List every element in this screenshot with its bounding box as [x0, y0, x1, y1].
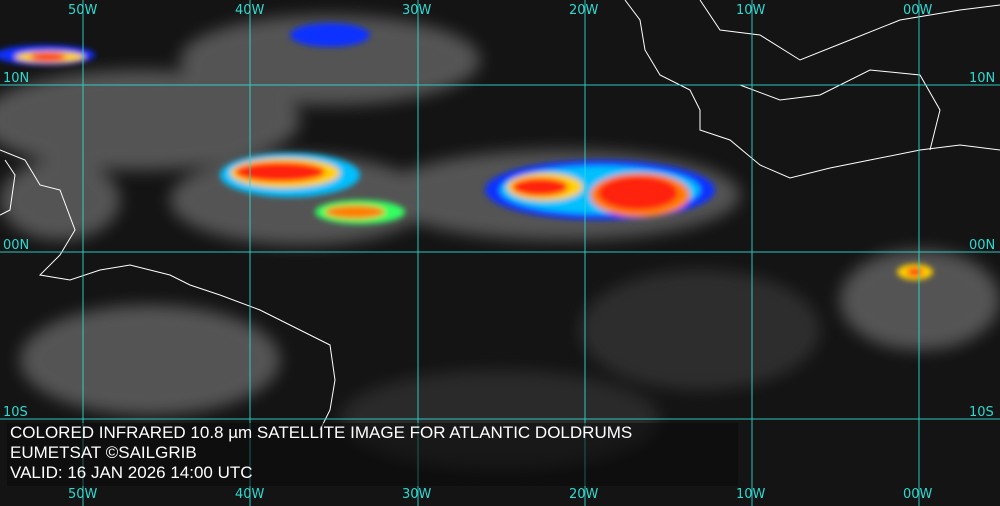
lon-label-bottom: 00W: [903, 487, 933, 502]
lon-label-top: 00W: [903, 3, 933, 18]
lon-label-top: 20W: [569, 3, 599, 18]
convective-cells: [0, 23, 933, 280]
lon-label-top: 10W: [736, 3, 766, 18]
caption-valid-time: VALID: 16 JAN 2026 14:00 UTC: [10, 463, 253, 482]
coastlines: [0, 0, 1000, 431]
lon-label-bottom: 10W: [736, 487, 766, 502]
lat-label-left: 10N: [3, 71, 30, 86]
lon-label-top: 30W: [402, 3, 432, 18]
lon-label-top: 50W: [68, 3, 98, 18]
lat-label-left: 10S: [3, 405, 28, 420]
caption-credit: EUMETSAT ©SAILGRIB: [10, 443, 197, 462]
lon-label-bottom: 50W: [68, 487, 98, 502]
image-caption: COLORED INFRARED 10.8 µm SATELLITE IMAGE…: [7, 423, 738, 486]
lon-label-top: 40W: [235, 3, 265, 18]
lat-label-left: 00N: [3, 238, 30, 253]
caption-title: COLORED INFRARED 10.8 µm SATELLITE IMAGE…: [10, 423, 633, 442]
lon-label-bottom: 30W: [402, 487, 432, 502]
lon-label-bottom: 40W: [235, 487, 265, 502]
lat-label-right: 10N: [969, 71, 996, 86]
lat-label-right: 00N: [969, 238, 996, 253]
lat-label-right: 10S: [969, 405, 994, 420]
lon-label-bottom: 20W: [569, 487, 599, 502]
cloud-layer: [0, 15, 1000, 470]
